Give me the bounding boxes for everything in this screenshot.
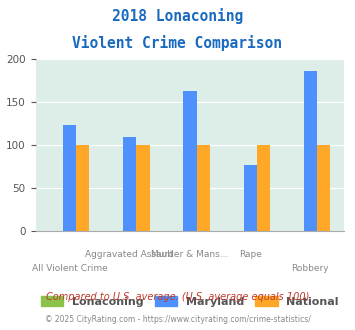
Bar	[197, 145, 210, 231]
Text: Aggravated Assault: Aggravated Assault	[86, 250, 174, 259]
Bar	[257, 145, 270, 231]
Text: Murder & Mans...: Murder & Mans...	[151, 250, 229, 259]
Bar	[317, 145, 330, 231]
Text: All Violent Crime: All Violent Crime	[32, 264, 107, 273]
Bar	[304, 71, 317, 231]
Bar	[136, 145, 149, 231]
Text: Robbery: Robbery	[291, 264, 329, 273]
Text: Violent Crime Comparison: Violent Crime Comparison	[72, 35, 283, 50]
Legend: Lonaconing, Maryland, National: Lonaconing, Maryland, National	[37, 292, 343, 311]
Text: Compared to U.S. average. (U.S. average equals 100): Compared to U.S. average. (U.S. average …	[46, 292, 309, 302]
Text: Rape: Rape	[239, 250, 262, 259]
Bar	[123, 138, 136, 231]
Bar	[63, 125, 76, 231]
Bar	[76, 145, 89, 231]
Bar	[183, 91, 197, 231]
Text: 2018 Lonaconing: 2018 Lonaconing	[112, 8, 243, 24]
Text: © 2025 CityRating.com - https://www.cityrating.com/crime-statistics/: © 2025 CityRating.com - https://www.city…	[45, 315, 310, 324]
Bar	[244, 165, 257, 231]
